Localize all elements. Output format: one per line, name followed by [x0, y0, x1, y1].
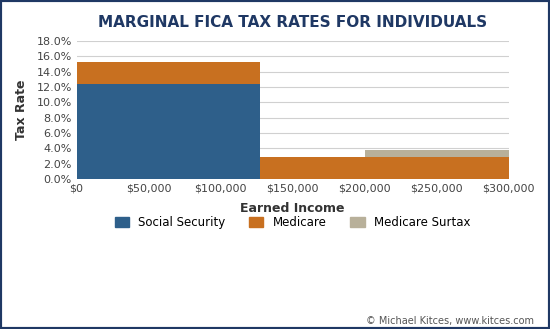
Bar	[76, 84, 260, 179]
Bar	[76, 62, 260, 84]
Legend: Social Security, Medicare, Medicare Surtax: Social Security, Medicare, Medicare Surt…	[110, 211, 475, 234]
Title: MARGINAL FICA TAX RATES FOR INDIVIDUALS: MARGINAL FICA TAX RATES FOR INDIVIDUALS	[98, 15, 487, 30]
Bar	[365, 157, 509, 179]
X-axis label: Earned Income: Earned Income	[240, 202, 345, 215]
Text: © Michael Kitces, www.kitces.com: © Michael Kitces, www.kitces.com	[366, 316, 534, 326]
Bar	[365, 150, 509, 157]
Bar	[260, 157, 365, 179]
Y-axis label: Tax Rate: Tax Rate	[15, 80, 28, 140]
